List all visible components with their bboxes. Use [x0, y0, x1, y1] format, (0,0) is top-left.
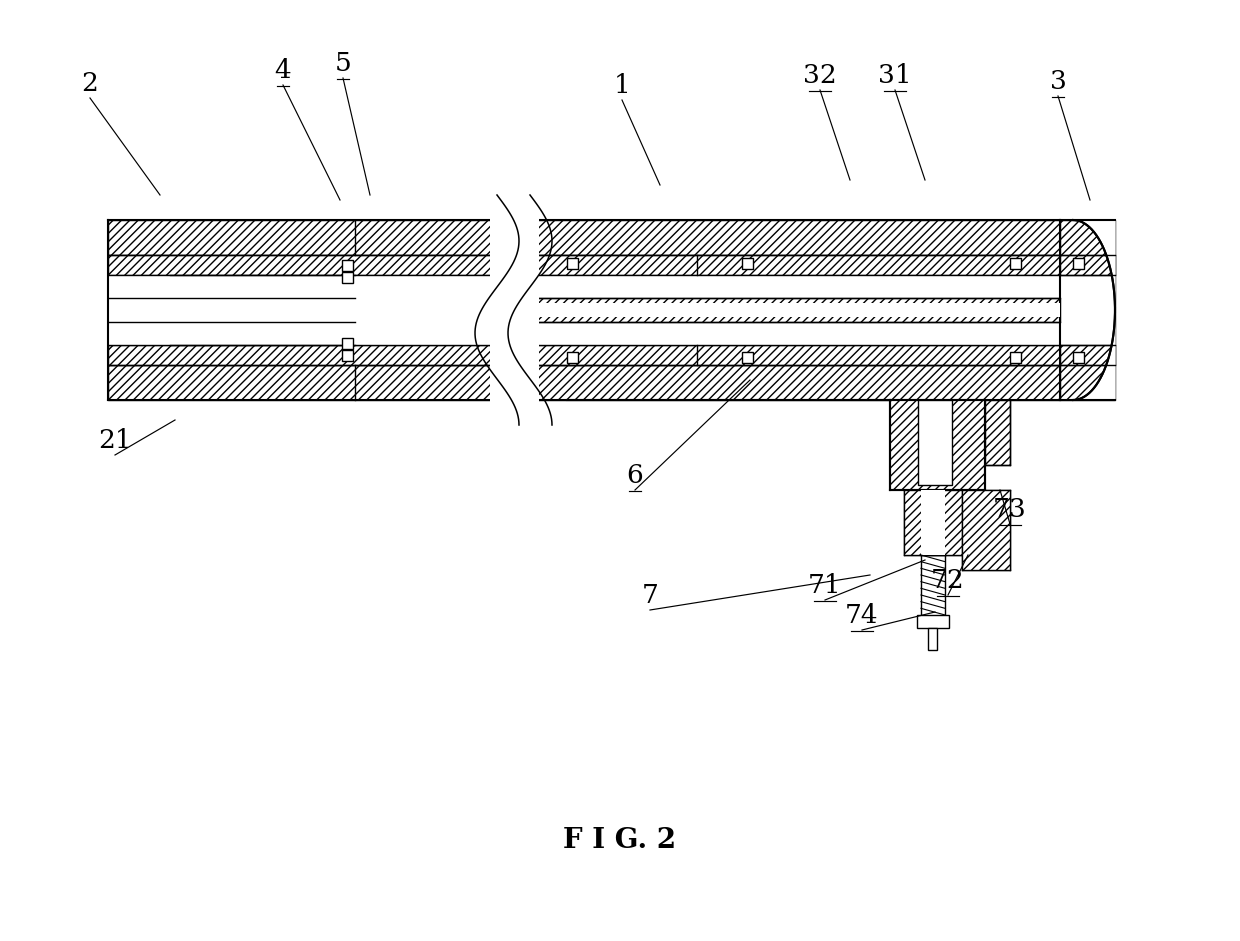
Bar — [341, 272, 352, 282]
Bar — [918, 400, 952, 485]
Bar — [1060, 275, 1115, 345]
Text: 71: 71 — [808, 573, 842, 598]
Text: 5: 5 — [335, 51, 351, 76]
Bar — [921, 490, 945, 555]
Text: 72: 72 — [931, 568, 965, 593]
Text: 74: 74 — [846, 603, 879, 628]
Text: 1: 1 — [614, 73, 630, 98]
Bar — [742, 352, 753, 362]
Bar — [108, 275, 492, 345]
Text: 7: 7 — [641, 583, 658, 608]
Bar — [1073, 258, 1084, 268]
Bar — [537, 365, 1060, 400]
Bar — [341, 338, 352, 348]
Polygon shape — [1073, 220, 1115, 400]
Text: 21: 21 — [98, 428, 131, 453]
Bar — [1060, 345, 1115, 365]
Bar — [1060, 255, 1115, 275]
Text: F I G. 2: F I G. 2 — [563, 826, 677, 853]
Bar — [918, 615, 949, 628]
Bar — [537, 220, 1060, 255]
Bar — [490, 205, 539, 415]
Text: 3: 3 — [1049, 69, 1066, 94]
Bar — [1060, 220, 1115, 400]
Bar — [537, 345, 1060, 365]
Bar — [890, 400, 985, 490]
Bar — [537, 255, 1060, 275]
Bar — [537, 298, 1060, 322]
Bar — [108, 365, 492, 400]
Text: 6: 6 — [626, 463, 644, 488]
Text: 73: 73 — [993, 497, 1027, 522]
Text: 32: 32 — [804, 63, 837, 88]
Bar — [567, 258, 578, 268]
Bar — [537, 303, 1060, 317]
Bar — [108, 220, 492, 255]
Bar — [962, 490, 1011, 570]
Bar — [567, 352, 578, 362]
Bar — [108, 345, 492, 365]
Bar — [1009, 258, 1021, 268]
Text: 4: 4 — [274, 58, 291, 83]
Bar — [108, 255, 492, 275]
Bar — [928, 628, 937, 650]
Text: 31: 31 — [878, 63, 911, 88]
Bar — [1009, 352, 1021, 362]
Bar — [341, 260, 352, 270]
Bar — [904, 490, 962, 555]
Bar — [537, 275, 1060, 345]
Text: 2: 2 — [82, 71, 98, 96]
Bar — [742, 258, 753, 268]
Bar — [985, 400, 1011, 465]
Bar — [341, 349, 352, 360]
Bar — [1073, 352, 1084, 362]
